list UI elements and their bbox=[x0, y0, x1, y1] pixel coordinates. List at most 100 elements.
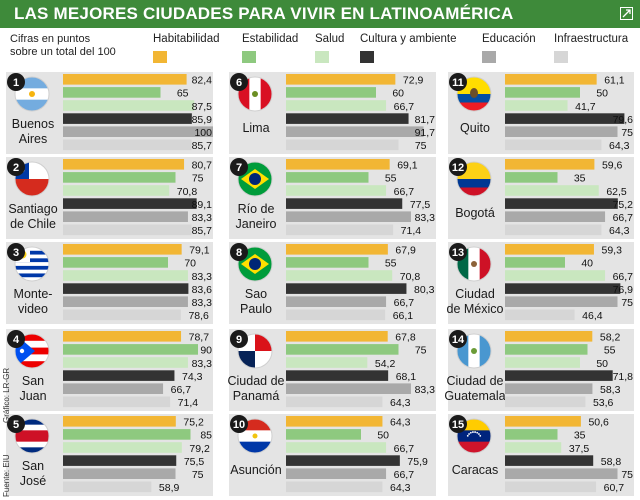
bar-value: 65 bbox=[177, 88, 189, 100]
bar-value: 78,7 bbox=[189, 332, 210, 344]
bar-value: 91,7 bbox=[415, 127, 436, 139]
bar bbox=[505, 357, 580, 368]
rank-badge bbox=[7, 158, 25, 176]
bar-value: 60,7 bbox=[604, 482, 625, 494]
bar-value: 59,3 bbox=[602, 245, 623, 257]
bar-value: 66,7 bbox=[394, 186, 415, 198]
bar-value: 66,1 bbox=[393, 310, 414, 322]
bar-value: 85,7 bbox=[192, 140, 213, 152]
bar bbox=[505, 429, 558, 440]
bar bbox=[286, 296, 387, 307]
bar-value: 55 bbox=[385, 258, 397, 270]
bar bbox=[286, 185, 387, 196]
rank-badge bbox=[449, 158, 467, 176]
bar bbox=[63, 211, 188, 222]
bar-value: 71,4 bbox=[178, 397, 199, 409]
rank-number: 14 bbox=[452, 334, 465, 346]
bar-value: 50,6 bbox=[588, 417, 609, 429]
bar-value: 83,3 bbox=[192, 358, 213, 370]
city-name: Río de bbox=[238, 202, 275, 216]
bar bbox=[63, 270, 188, 281]
bar bbox=[286, 357, 368, 368]
bar-value: 41,7 bbox=[575, 101, 596, 113]
city-name: San bbox=[22, 374, 44, 388]
bar-value: 64,3 bbox=[609, 225, 630, 237]
bar bbox=[505, 481, 597, 493]
bar bbox=[63, 224, 192, 236]
bar bbox=[505, 126, 618, 137]
bar-value: 81,7 bbox=[415, 114, 436, 126]
bar-value: 58,3 bbox=[600, 384, 621, 396]
bar-value: 35 bbox=[574, 430, 586, 442]
bar-value: 66,7 bbox=[394, 443, 415, 455]
rank-badge bbox=[7, 415, 25, 433]
bar-value: 61,1 bbox=[604, 75, 625, 87]
bar-value: 75 bbox=[621, 297, 633, 309]
bar bbox=[505, 100, 568, 111]
bar bbox=[63, 198, 197, 209]
bar-value: 83,3 bbox=[192, 271, 213, 283]
bar bbox=[63, 126, 213, 137]
bar-value: 67,9 bbox=[395, 245, 416, 257]
bar bbox=[286, 416, 383, 427]
bar-value: 100 bbox=[194, 127, 212, 139]
bar bbox=[63, 159, 185, 170]
bar-value: 58,9 bbox=[159, 482, 180, 494]
bar-value: 64,3 bbox=[390, 397, 411, 409]
bar bbox=[286, 468, 387, 479]
city-name: Juan bbox=[19, 389, 46, 403]
bar bbox=[63, 429, 191, 440]
bar bbox=[505, 396, 586, 408]
city-name: de Chile bbox=[10, 217, 56, 231]
city-name: Buenos bbox=[12, 117, 54, 131]
bar bbox=[63, 416, 176, 427]
bar-value: 64,3 bbox=[390, 482, 411, 494]
bar-value: 83,3 bbox=[415, 212, 436, 224]
bar-value: 66,7 bbox=[613, 212, 634, 224]
city-name: Santiago bbox=[8, 202, 57, 216]
bar-value: 66,7 bbox=[394, 297, 415, 309]
bar-value: 75 bbox=[192, 469, 204, 481]
bar bbox=[63, 455, 177, 466]
units-note-line: Cifras en puntos bbox=[10, 33, 91, 45]
legend-label-habitabilidad: Habitabilidad bbox=[153, 33, 220, 45]
city-name: Janeiro bbox=[236, 217, 277, 231]
bar bbox=[286, 257, 369, 268]
bar-value: 90 bbox=[200, 345, 212, 357]
bar-value: 58,2 bbox=[600, 332, 621, 344]
rank-number: 3 bbox=[13, 247, 19, 259]
rank-badge bbox=[7, 330, 25, 348]
city-name: Quito bbox=[460, 121, 490, 135]
bar bbox=[505, 198, 618, 209]
bar-value: 64,3 bbox=[390, 417, 411, 429]
bar bbox=[505, 224, 602, 236]
bar bbox=[286, 455, 400, 466]
bar bbox=[63, 296, 188, 307]
legend-label-educacion: Educación bbox=[482, 33, 536, 45]
city-name: Panamá bbox=[233, 389, 280, 403]
rank-number: 1 bbox=[13, 77, 19, 89]
bar bbox=[286, 283, 407, 294]
bar-value: 62,5 bbox=[606, 186, 627, 198]
bar-value: 71,8 bbox=[613, 371, 634, 383]
bar-value: 75 bbox=[415, 140, 427, 152]
bar bbox=[286, 139, 399, 151]
bar-value: 75 bbox=[621, 127, 633, 139]
bar bbox=[286, 224, 394, 236]
bar bbox=[63, 370, 175, 381]
bar-value: 75 bbox=[415, 345, 427, 357]
city-name: Caracas bbox=[452, 463, 499, 477]
flag-peru bbox=[238, 77, 272, 111]
bar bbox=[286, 113, 409, 124]
bar-value: 66,7 bbox=[171, 384, 192, 396]
bar-value: 59,6 bbox=[602, 160, 623, 172]
bar-value: 70,8 bbox=[400, 271, 421, 283]
share-icon[interactable] bbox=[620, 7, 633, 20]
